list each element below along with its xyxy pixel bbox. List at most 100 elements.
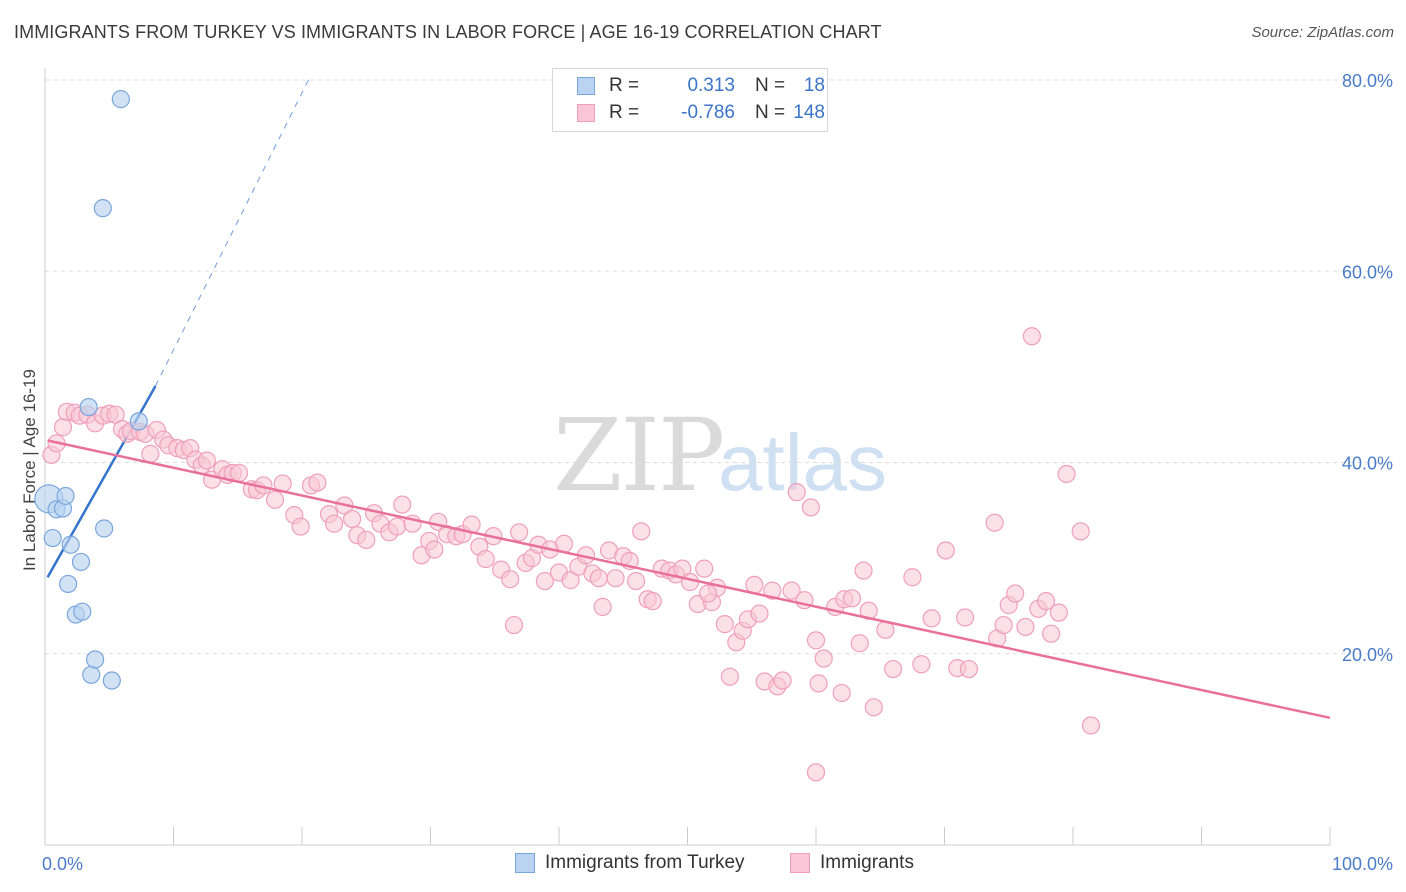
data-point-turkey bbox=[129, 412, 148, 431]
data-point-immigrants bbox=[1022, 327, 1041, 346]
data-point-immigrants bbox=[680, 572, 700, 592]
legend-swatch-immigrants bbox=[790, 853, 810, 873]
data-point-immigrants bbox=[912, 655, 931, 674]
data-point-immigrants bbox=[801, 498, 820, 517]
data-point-immigrants bbox=[1057, 464, 1076, 484]
data-point-immigrants bbox=[832, 683, 851, 703]
watermark-zip: ZIP bbox=[553, 397, 723, 514]
data-point-immigrants bbox=[854, 561, 873, 580]
n-value: 148 bbox=[793, 102, 825, 123]
x-tick-label: 100.0% bbox=[1332, 854, 1393, 874]
data-point-turkey bbox=[43, 528, 62, 548]
data-point-immigrants bbox=[955, 608, 975, 627]
data-point-immigrants bbox=[643, 592, 662, 611]
data-point-turkey bbox=[71, 552, 91, 572]
legend-label-turkey: Immigrants from Turkey bbox=[545, 852, 745, 873]
data-point-immigrants bbox=[510, 523, 529, 542]
chart-title: IMMIGRANTS FROM TURKEY VS IMMIGRANTS IN … bbox=[14, 22, 882, 42]
y-tick-label: 40.0% bbox=[1342, 454, 1393, 474]
data-point-immigrants bbox=[589, 569, 608, 588]
data-point-immigrants bbox=[720, 667, 740, 686]
data-point-immigrants bbox=[994, 615, 1013, 635]
data-point-immigrants bbox=[695, 559, 714, 578]
data-point-immigrants bbox=[787, 483, 806, 502]
data-point-immigrants bbox=[632, 522, 651, 541]
data-point-immigrants bbox=[809, 674, 828, 693]
y-tick-labels: 20.0% 40.0% 60.0% 80.0% bbox=[1342, 71, 1393, 665]
data-point-immigrants bbox=[1071, 522, 1090, 541]
data-point-immigrants bbox=[387, 517, 407, 536]
data-point-immigrants bbox=[265, 490, 285, 509]
data-point-immigrants bbox=[393, 495, 412, 514]
data-point-immigrants bbox=[561, 571, 580, 590]
data-point-turkey bbox=[61, 535, 80, 554]
data-point-immigrants bbox=[763, 581, 782, 600]
data-point-turkey bbox=[111, 90, 130, 109]
data-point-immigrants bbox=[197, 451, 217, 470]
data-point-immigrants bbox=[1036, 592, 1056, 611]
trend-line-turkey-extension bbox=[155, 79, 309, 387]
data-point-turkey bbox=[102, 671, 121, 690]
data-point-immigrants bbox=[325, 514, 344, 533]
data-point-immigrants bbox=[357, 530, 376, 550]
data-point-turkey bbox=[82, 665, 101, 684]
data-point-turkey bbox=[86, 650, 105, 669]
r-label: R = bbox=[609, 75, 640, 96]
data-point-immigrants bbox=[1049, 603, 1068, 622]
data-point-immigrants bbox=[501, 570, 520, 589]
data-point-immigrants bbox=[1016, 617, 1035, 637]
data-point-immigrants bbox=[903, 568, 922, 587]
data-point-immigrants bbox=[850, 634, 869, 653]
y-tick-label: 60.0% bbox=[1342, 262, 1393, 282]
r-value: -0.786 bbox=[681, 102, 735, 123]
data-point-immigrants bbox=[343, 509, 362, 529]
n-label: N = bbox=[755, 102, 786, 123]
x-tick-label: 0.0% bbox=[42, 854, 83, 874]
data-point-immigrants bbox=[1006, 584, 1025, 603]
data-point-immigrants bbox=[806, 631, 826, 650]
data-point-immigrants bbox=[291, 517, 310, 536]
gridlines bbox=[45, 79, 1392, 655]
data-point-immigrants bbox=[425, 540, 444, 559]
n-value: 18 bbox=[803, 75, 825, 96]
points-immigrants bbox=[42, 327, 1101, 782]
data-point-immigrants bbox=[626, 571, 646, 591]
r-value: 0.313 bbox=[687, 75, 735, 96]
stats-legend: R = 0.313 N = 18 R = -0.786 N = 148 bbox=[552, 68, 828, 132]
data-point-immigrants bbox=[141, 444, 160, 463]
data-point-turkey bbox=[95, 519, 114, 538]
data-point-turkey bbox=[93, 199, 112, 218]
data-point-turkey bbox=[79, 397, 98, 417]
data-point-immigrants bbox=[936, 541, 955, 560]
trend-line-immigrants bbox=[47, 439, 1331, 720]
trend-immigrants bbox=[47, 439, 1331, 720]
data-point-immigrants bbox=[535, 571, 554, 591]
data-point-immigrants bbox=[864, 698, 883, 717]
data-point-turkey bbox=[59, 574, 78, 594]
data-point-turkey bbox=[73, 602, 92, 621]
data-point-immigrants bbox=[606, 569, 625, 588]
data-point-immigrants bbox=[1081, 716, 1101, 735]
y-tick-label: 80.0% bbox=[1342, 71, 1393, 91]
data-point-immigrants bbox=[593, 597, 612, 616]
source-label: Source: ZipAtlas.com bbox=[1251, 24, 1394, 41]
data-point-immigrants bbox=[806, 763, 826, 782]
data-point-immigrants bbox=[504, 615, 524, 635]
legend-label-immigrants: Immigrants bbox=[820, 852, 914, 873]
data-point-immigrants bbox=[750, 604, 769, 623]
n-label: N = bbox=[755, 75, 786, 96]
swatch-turkey bbox=[577, 77, 595, 95]
data-point-immigrants bbox=[1042, 624, 1061, 643]
points-immigrants-from-turkey bbox=[34, 90, 148, 690]
data-point-immigrants bbox=[842, 589, 862, 608]
r-label: R = bbox=[609, 102, 640, 123]
data-point-turkey bbox=[56, 486, 75, 506]
swatch-immigrants bbox=[577, 104, 595, 122]
data-point-immigrants bbox=[782, 581, 801, 600]
x-tick-labels: 0.0% 100.0% bbox=[42, 854, 1393, 874]
data-point-immigrants bbox=[773, 671, 792, 690]
y-tick-label: 20.0% bbox=[1342, 645, 1393, 665]
data-point-immigrants bbox=[229, 463, 249, 483]
data-point-immigrants bbox=[53, 418, 73, 437]
